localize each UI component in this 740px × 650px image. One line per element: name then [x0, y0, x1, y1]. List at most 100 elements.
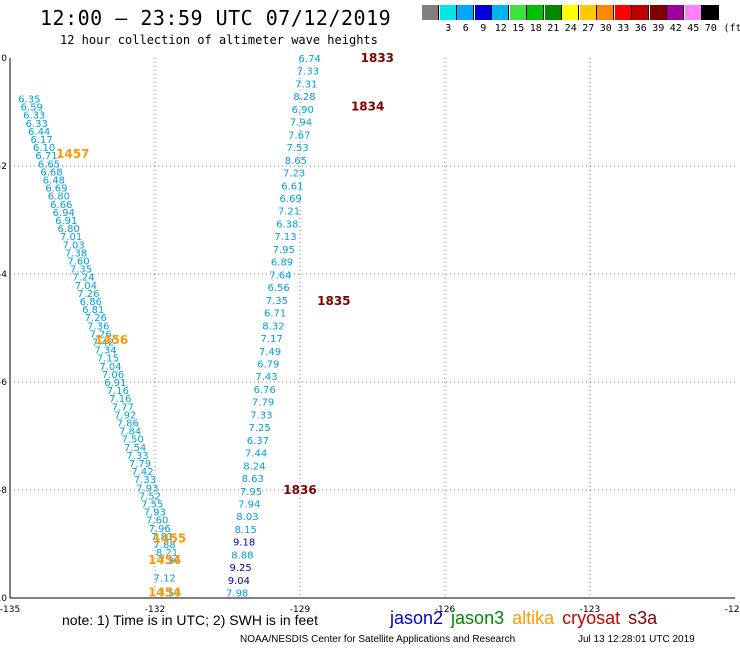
time-label: 1454	[148, 586, 181, 600]
colorbar-swatch	[439, 5, 457, 20]
y-tick-label: 0	[1, 54, 7, 64]
swh-value-label: 7.60	[146, 516, 168, 527]
swh-value-label: 6.44	[28, 127, 50, 138]
swh-value-label: 6.10	[33, 143, 55, 154]
swh-value-label: 7.24	[72, 273, 94, 284]
legend-item-cryosat: cryosat	[562, 608, 621, 628]
credit-line: NOAA/NESDIS Center for Satellite Applica…	[240, 634, 516, 645]
swh-value-label: 7.23	[283, 169, 305, 180]
colorbar-label: 3	[445, 23, 452, 34]
page-subtitle: 12 hour collection of altimeter wave hei…	[60, 33, 378, 47]
swh-value-label: 7.13	[274, 232, 296, 243]
swh-value-label: 6.33	[23, 111, 45, 122]
colorbar-label: 39	[652, 23, 665, 34]
time-label: 1834	[351, 100, 384, 114]
swh-value-label: 8.32	[262, 321, 284, 332]
swh-value-label: 9.04	[228, 576, 250, 587]
colorbar-label: 24	[564, 23, 577, 34]
swh-value-label: 7.33	[297, 67, 319, 78]
colorbar-swatch	[649, 5, 667, 20]
swh-value-label: 7.64	[269, 270, 291, 281]
colorbar-swatch	[614, 5, 632, 20]
colorbar-swatch	[509, 5, 527, 20]
swh-value-label: 7.38	[65, 248, 87, 259]
swh-value-label: 6.91	[55, 216, 77, 227]
colorbar-label: 6	[462, 23, 469, 34]
y-tick-label: -4	[0, 270, 7, 280]
time-label: 1455	[153, 532, 186, 546]
swh-value-label: 6.71	[264, 309, 286, 320]
swh-value-label: 7.93	[136, 483, 158, 494]
x-tick-label: -126	[435, 605, 456, 615]
time-label: 1454	[148, 553, 181, 567]
colorbar-swatch	[597, 5, 614, 20]
swh-value-label: 7.52	[139, 491, 161, 502]
time-label: 1835	[317, 294, 350, 308]
x-tick-label: -132	[145, 605, 165, 615]
swh-value-label: 8.28	[293, 92, 315, 103]
x-tick-label: -129	[290, 605, 311, 615]
swh-value-label: 7.04	[75, 281, 97, 292]
swh-value-label: 8.24	[243, 461, 265, 472]
swh-value-label: 7.79	[252, 398, 274, 409]
swh-value-label: 6.59	[21, 103, 43, 114]
swh-value-label: 6.71	[35, 151, 57, 162]
swh-value-label: 9.18	[233, 538, 255, 549]
swh-value-label: 6.80	[48, 192, 70, 203]
colorbar-label: 45	[687, 23, 700, 34]
colorbar-swatch	[562, 5, 579, 20]
colorbar-label: 42	[669, 23, 682, 34]
swh-value-label: 6.65	[38, 159, 60, 170]
swh-value-label: 6.17	[30, 135, 52, 146]
swh-value-label: 7.96	[158, 556, 180, 567]
swh-value-label: 7.94	[290, 118, 312, 129]
swh-value-label: 6.61	[281, 181, 303, 192]
swh-value-label: 7.67	[288, 130, 310, 141]
colorbar-swatch	[422, 5, 439, 20]
legend-item-jason3: jason3	[451, 608, 505, 628]
swh-value-label: 7.35	[70, 265, 92, 276]
colorbar-swatch	[474, 5, 492, 20]
swh-value-label: 6.80	[58, 224, 80, 235]
y-tick-label: -2	[0, 162, 7, 172]
x-tick-label: -120	[725, 605, 740, 615]
swh-value-label: 6.91	[104, 378, 126, 389]
colorbar-swatch	[684, 5, 702, 20]
time-label: 1456	[95, 333, 128, 347]
swh-value-label: 9.25	[229, 563, 251, 574]
swh-value-label: 7.86	[117, 419, 139, 430]
swh-value-label: 6.74	[299, 54, 321, 65]
colorbar-label: 15	[512, 23, 525, 34]
units-note: note: 1) Time is in UTC; 2) SWH is in fe…	[62, 612, 318, 628]
legend-item-s3a: s3a	[628, 608, 658, 628]
swh-value-label: 6.79	[257, 359, 279, 370]
swh-value-label: 7.36	[87, 321, 109, 332]
swh-value-label: 6.89	[271, 258, 293, 269]
swh-value-label: 7.77	[112, 402, 134, 413]
swh-value-label: 7.34	[94, 346, 116, 357]
swh-value-label: 7.98	[226, 589, 248, 600]
colorbar-swatch	[527, 5, 544, 20]
swh-value-label: 7.79	[129, 459, 151, 470]
x-tick-label: -123	[580, 605, 600, 615]
swh-value-label: 7.50	[121, 435, 143, 446]
swh-value-label: 7.33	[126, 451, 148, 462]
swh-value-label: 6.81	[82, 305, 104, 316]
colorbar-label: 21	[547, 23, 560, 34]
swh-value-label: 7.06	[102, 370, 124, 381]
swh-value-label: 8.63	[242, 474, 264, 485]
swh-value-label: 6.66	[50, 200, 72, 211]
colorbar-swatch	[544, 5, 562, 20]
swh-value-label: 7.16	[107, 386, 129, 397]
swh-value-label: 7.51	[158, 589, 180, 600]
swh-value-label: 7.35	[266, 296, 288, 307]
swh-value-label: 7.26	[85, 313, 107, 324]
swh-value-label: 7.42	[92, 338, 114, 349]
swh-value-label: 7.42	[131, 467, 153, 478]
x-tick-label: -135	[0, 605, 20, 615]
swh-value-label: 7.44	[245, 449, 267, 460]
swh-value-label: 6.86	[80, 297, 102, 308]
swh-value-label: 7.55	[141, 500, 163, 511]
swh-value-label: 7.21	[278, 207, 300, 218]
